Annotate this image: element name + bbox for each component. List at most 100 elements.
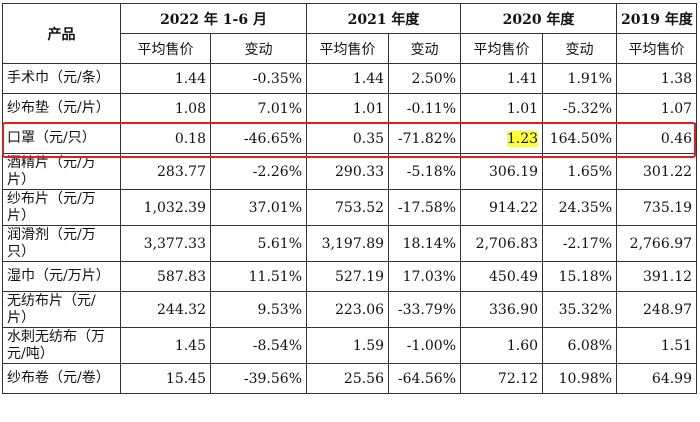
cell: 11.51% bbox=[209, 261, 308, 292]
cell: 1.08 bbox=[120, 93, 211, 124]
cell: -1.00% bbox=[388, 327, 462, 364]
cell: 3,377.33 bbox=[120, 225, 211, 262]
subheader-avg-price: 平均售价 bbox=[460, 33, 544, 64]
cell: 244.32 bbox=[120, 291, 211, 328]
cell: 283.77 bbox=[120, 153, 211, 190]
cell: 7.01% bbox=[209, 93, 308, 124]
cell: 306.19 bbox=[460, 153, 544, 190]
cell: 164.50% bbox=[542, 123, 618, 154]
cell: -0.35% bbox=[209, 63, 308, 94]
header-period-2020: 2020 年度 bbox=[460, 3, 618, 34]
table-row: 纱布垫（元/片） 1.08 7.01% 1.01 -0.11% 1.01 -5.… bbox=[2, 93, 698, 124]
cell: 1.65% bbox=[542, 153, 618, 190]
price-table: 产品 2022 年 1-6 月 2021 年度 2020 年度 2019 年度 … bbox=[2, 3, 698, 394]
cell: -5.32% bbox=[542, 93, 618, 124]
cell: 0.35 bbox=[306, 123, 390, 154]
cell: 450.49 bbox=[460, 261, 544, 292]
row-label: 纱布卷（元/卷） bbox=[2, 363, 121, 394]
cell: 1.91% bbox=[542, 63, 618, 94]
row-label: 纱布垫（元/片） bbox=[2, 93, 121, 124]
subheader-avg-price: 平均售价 bbox=[120, 33, 211, 64]
cell: -17.58% bbox=[388, 189, 462, 226]
cell: 301.22 bbox=[616, 153, 698, 190]
cell: 1.01 bbox=[460, 93, 544, 124]
cell: -5.18% bbox=[388, 153, 462, 190]
cell: 1.60 bbox=[460, 327, 544, 364]
cell: 24.35% bbox=[542, 189, 618, 226]
table-row: 酒精片（元/万片） 283.77 -2.26% 290.33 -5.18% 30… bbox=[2, 153, 698, 190]
table-row: 手术巾（元/条） 1.44 -0.35% 1.44 2.50% 1.41 1.9… bbox=[2, 63, 698, 94]
cell: -33.79% bbox=[388, 291, 462, 328]
subheader-avg-price: 平均售价 bbox=[616, 33, 698, 64]
cell: 1.51 bbox=[616, 327, 698, 364]
cell: 6.08% bbox=[542, 327, 618, 364]
cell: 0.18 bbox=[120, 123, 211, 154]
header-period-2022h1: 2022 年 1-6 月 bbox=[119, 3, 308, 34]
cell: 72.12 bbox=[460, 363, 544, 394]
cell: -0.11% bbox=[388, 93, 462, 124]
row-label: 无纺布片（元/片） bbox=[2, 291, 121, 328]
cell: 587.83 bbox=[120, 261, 211, 292]
cell: 1.41 bbox=[460, 63, 544, 94]
row-label: 口罩（元/只） bbox=[2, 123, 121, 154]
cell: 64.99 bbox=[616, 363, 698, 394]
cell: 17.03% bbox=[388, 261, 462, 292]
cell: 1.01 bbox=[306, 93, 390, 124]
cell: 2,706.83 bbox=[460, 225, 544, 262]
cell: 336.90 bbox=[460, 291, 544, 328]
cell: -64.56% bbox=[388, 363, 462, 394]
header-period-2019: 2019 年度 bbox=[616, 3, 698, 34]
cell: 1.44 bbox=[120, 63, 211, 94]
subheader-change: 变动 bbox=[209, 33, 308, 64]
table-row: 湿巾（元/万片） 587.83 11.51% 527.19 17.03% 450… bbox=[2, 261, 698, 292]
cell: 15.18% bbox=[542, 261, 618, 292]
cell: 1.38 bbox=[616, 63, 698, 94]
cell: 290.33 bbox=[306, 153, 390, 190]
row-label: 酒精片（元/万片） bbox=[2, 153, 121, 190]
cell: 25.56 bbox=[306, 363, 390, 394]
cell: 391.12 bbox=[616, 261, 698, 292]
cell: -8.54% bbox=[209, 327, 308, 364]
row-label: 纱布片（元/万片） bbox=[2, 189, 121, 226]
cell: 35.32% bbox=[542, 291, 618, 328]
cell: 1.23 bbox=[460, 123, 544, 154]
cell: 527.19 bbox=[306, 261, 390, 292]
cell: 3,197.89 bbox=[306, 225, 390, 262]
cell: 753.52 bbox=[306, 189, 390, 226]
cell: 735.19 bbox=[616, 189, 698, 226]
cell: -39.56% bbox=[209, 363, 308, 394]
cell: 1.07 bbox=[616, 93, 698, 124]
cell: -46.65% bbox=[209, 123, 308, 154]
table-row: 纱布卷（元/卷） 15.45 -39.56% 25.56 -64.56% 72.… bbox=[2, 363, 698, 394]
cell: 1.59 bbox=[306, 327, 390, 364]
cell: 9.53% bbox=[209, 291, 308, 328]
highlighted-value: 1.23 bbox=[506, 130, 539, 147]
cell: 1.45 bbox=[120, 327, 211, 364]
cell: -2.17% bbox=[542, 225, 618, 262]
row-label: 润滑剂（元/万只） bbox=[2, 225, 121, 262]
row-label: 水刺无纺布（万元/吨） bbox=[2, 327, 121, 364]
cell: -2.26% bbox=[209, 153, 308, 190]
cell: 1,032.39 bbox=[120, 189, 211, 226]
header-product: 产品 bbox=[2, 3, 121, 64]
table-row: 纱布片（元/万片） 1,032.39 37.01% 753.52 -17.58%… bbox=[2, 189, 698, 226]
row-label: 湿巾（元/万片） bbox=[2, 261, 121, 292]
cell: 10.98% bbox=[542, 363, 618, 394]
cell: 0.46 bbox=[616, 123, 698, 154]
subheader-avg-price: 平均售价 bbox=[306, 33, 390, 64]
subheader-change: 变动 bbox=[388, 33, 462, 64]
row-label: 手术巾（元/条） bbox=[2, 63, 121, 94]
cell: 5.61% bbox=[209, 225, 308, 262]
cell: 248.97 bbox=[616, 291, 698, 328]
cell: 914.22 bbox=[460, 189, 544, 226]
table-row: 水刺无纺布（万元/吨） 1.45 -8.54% 1.59 -1.00% 1.60… bbox=[2, 327, 698, 364]
subheader-change: 变动 bbox=[542, 33, 618, 64]
cell: 2.50% bbox=[388, 63, 462, 94]
table-row: 润滑剂（元/万只） 3,377.33 5.61% 3,197.89 18.14%… bbox=[2, 225, 698, 262]
cell: 15.45 bbox=[120, 363, 211, 394]
cell: 18.14% bbox=[388, 225, 462, 262]
cell: 223.06 bbox=[306, 291, 390, 328]
table-row-mask: 口罩（元/只） 0.18 -46.65% 0.35 -71.82% 1.23 1… bbox=[2, 123, 698, 154]
table-row: 无纺布片（元/片） 244.32 9.53% 223.06 -33.79% 33… bbox=[2, 291, 698, 328]
cell: -71.82% bbox=[388, 123, 462, 154]
